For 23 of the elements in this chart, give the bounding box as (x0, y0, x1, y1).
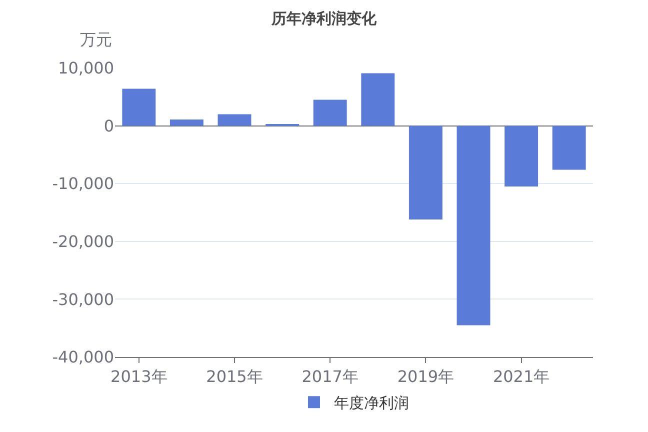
bar (170, 119, 204, 126)
y-axis-title: 万元 (80, 30, 112, 49)
bar (313, 100, 347, 126)
y-tick-label: -10,000 (52, 174, 114, 194)
chart-title: 历年净利润变化 (270, 9, 378, 28)
bar (552, 126, 586, 170)
x-tick-label: 2019年 (397, 367, 454, 386)
y-tick-label: -40,000 (52, 348, 114, 367)
bar (456, 126, 490, 326)
x-tick-label: 2017年 (302, 367, 358, 386)
bar (504, 126, 538, 186)
x-tick-label: 2021年 (492, 367, 550, 386)
x-tick-label: 2015年 (206, 367, 263, 386)
legend-label: 年度净利润 (334, 394, 409, 412)
y-tick-label: -30,000 (52, 290, 114, 309)
bar (361, 73, 395, 126)
y-tick-label: -20,000 (52, 232, 114, 251)
x-tick-label: 2013年 (110, 367, 168, 386)
bar (218, 114, 252, 126)
y-tick-label: 0 (104, 116, 114, 136)
y-tick-label: 10,000 (58, 58, 114, 78)
bar (408, 126, 442, 220)
bar (122, 88, 156, 126)
